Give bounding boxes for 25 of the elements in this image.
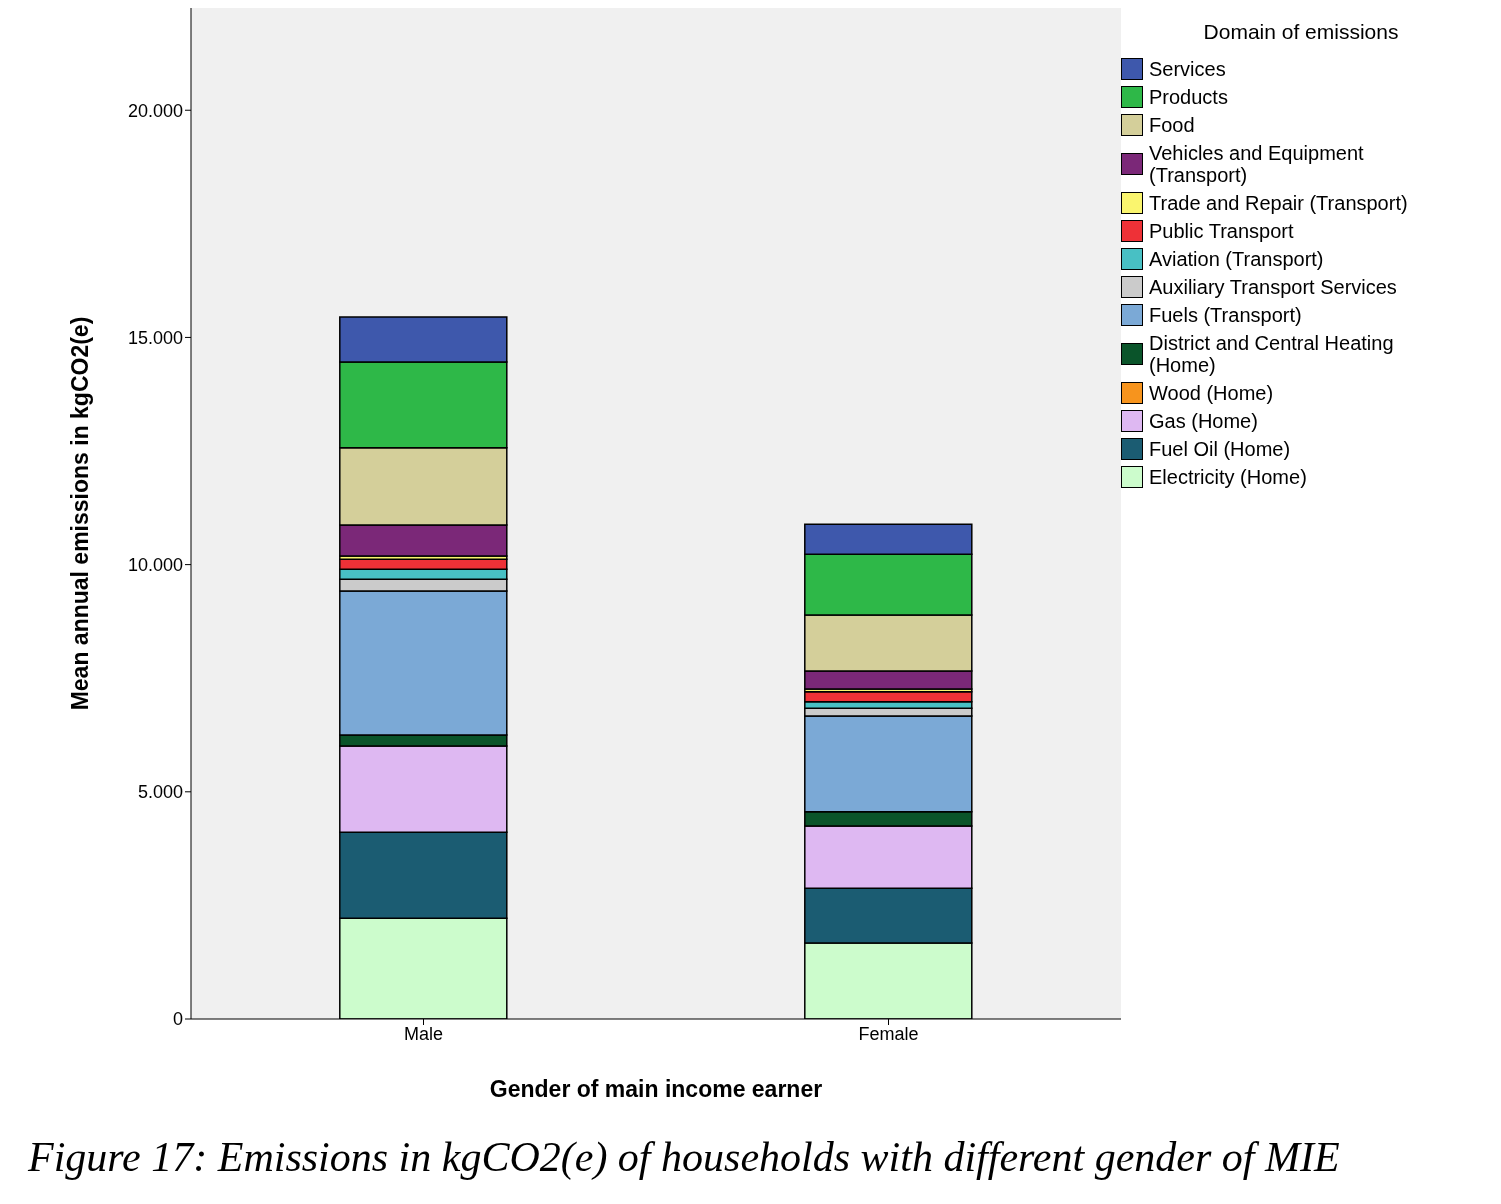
legend-label: Fuels (Transport) xyxy=(1149,304,1303,326)
legend-label: Electricity (Home) xyxy=(1149,466,1308,488)
legend-label: Public Transport xyxy=(1149,220,1295,242)
legend-label: Food xyxy=(1149,114,1196,136)
y-tick-label: 15.000 xyxy=(127,327,183,348)
y-tick-label: 20.000 xyxy=(127,100,183,121)
legend-label: Services xyxy=(1149,58,1227,80)
legend-label: Vehicles and Equipment (Transport) xyxy=(1149,142,1365,186)
x-tick-label: Male xyxy=(403,1023,444,1044)
x-axis-title: Gender of main income earner xyxy=(489,1076,823,1102)
legend-label: District and Central Heating (Home) xyxy=(1149,332,1395,376)
legend-label: Gas (Home) xyxy=(1149,410,1259,432)
legend-label: Auxiliary Transport Services xyxy=(1149,276,1398,298)
legend-label: Products xyxy=(1149,86,1229,108)
y-axis-title: Mean annual emissions in kgCO2(e) xyxy=(67,316,94,711)
legend-label: Wood (Home) xyxy=(1149,382,1275,404)
legend-title: Domain of emissions xyxy=(1202,20,1400,44)
y-tick-label: 5.000 xyxy=(137,782,183,803)
y-tick-label: 0 xyxy=(172,1009,183,1030)
legend-label: Aviation (Transport) xyxy=(1149,248,1325,270)
legend-label: Trade and Repair (Transport) xyxy=(1149,192,1409,214)
caption: Figure 17: Emissions in kgCO2(e) of households with different gender of MIE xyxy=(28,1133,1340,1181)
y-tick-label: 10.000 xyxy=(127,555,183,576)
x-tick-label: Female xyxy=(858,1023,919,1044)
legend-label: Fuel Oil (Home) xyxy=(1149,438,1292,460)
